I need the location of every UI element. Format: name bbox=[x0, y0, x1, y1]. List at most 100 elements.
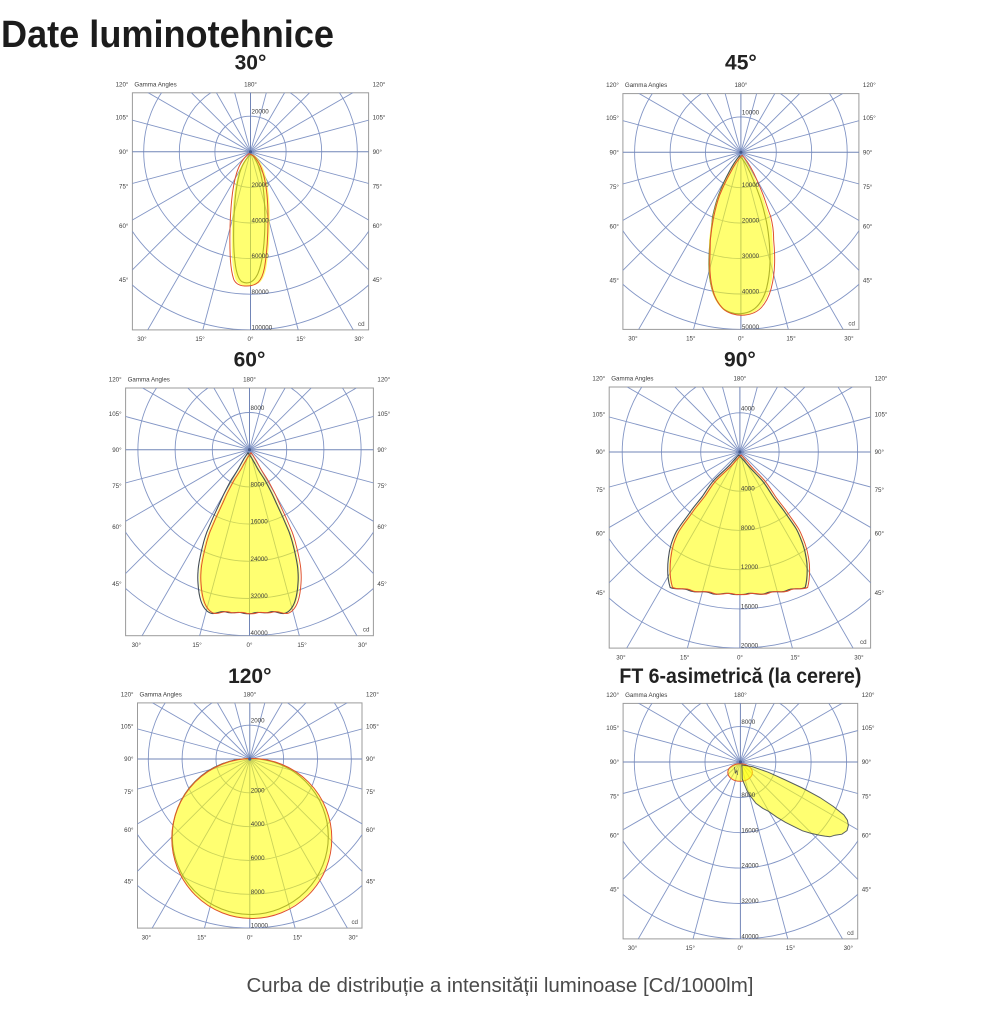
svg-text:FT 6-asimetrică (la cerere): FT 6-asimetrică (la cerere) bbox=[619, 665, 861, 688]
svg-text:45°: 45° bbox=[112, 581, 122, 588]
svg-text:15°: 15° bbox=[786, 336, 796, 343]
svg-text:90°: 90° bbox=[373, 149, 383, 156]
svg-text:75°: 75° bbox=[863, 184, 873, 191]
svg-text:60°: 60° bbox=[124, 827, 134, 834]
svg-text:60°: 60° bbox=[119, 223, 129, 230]
svg-text:Curba de distribuție a intensi: Curba de distribuție a intensității lumi… bbox=[247, 975, 754, 997]
svg-text:Gamma Angles: Gamma Angles bbox=[611, 376, 653, 383]
svg-text:120°: 120° bbox=[377, 377, 390, 384]
svg-text:180°: 180° bbox=[243, 377, 256, 384]
svg-text:105°: 105° bbox=[862, 725, 875, 732]
svg-text:90°: 90° bbox=[610, 759, 620, 766]
svg-text:cd: cd bbox=[847, 930, 854, 937]
svg-text:cd: cd bbox=[848, 320, 855, 327]
svg-text:120°: 120° bbox=[592, 376, 605, 383]
svg-text:60°: 60° bbox=[112, 524, 122, 531]
svg-text:30000: 30000 bbox=[742, 253, 760, 260]
svg-text:60000: 60000 bbox=[252, 253, 270, 260]
svg-text:30°: 30° bbox=[844, 945, 854, 952]
svg-text:cd: cd bbox=[351, 919, 358, 926]
svg-text:75°: 75° bbox=[875, 487, 885, 494]
svg-text:90°: 90° bbox=[596, 449, 606, 456]
svg-text:60°: 60° bbox=[863, 223, 873, 230]
svg-text:120°: 120° bbox=[863, 82, 876, 89]
svg-text:60°: 60° bbox=[610, 833, 620, 840]
svg-text:15°: 15° bbox=[195, 336, 205, 343]
svg-text:60°: 60° bbox=[596, 530, 606, 537]
svg-text:45°: 45° bbox=[119, 277, 129, 284]
svg-text:180°: 180° bbox=[243, 691, 256, 698]
svg-text:cd: cd bbox=[358, 321, 365, 328]
svg-text:60°: 60° bbox=[875, 530, 885, 537]
svg-text:120°: 120° bbox=[875, 376, 888, 383]
svg-text:32000: 32000 bbox=[741, 898, 759, 905]
svg-text:10000: 10000 bbox=[742, 182, 760, 189]
svg-text:40000: 40000 bbox=[252, 218, 270, 225]
svg-text:60°: 60° bbox=[366, 827, 376, 834]
svg-text:4000: 4000 bbox=[251, 821, 265, 828]
svg-text:0°: 0° bbox=[247, 934, 253, 941]
svg-text:105°: 105° bbox=[366, 723, 379, 730]
svg-text:15°: 15° bbox=[686, 945, 696, 952]
svg-text:30°: 30° bbox=[844, 336, 854, 343]
svg-text:60°: 60° bbox=[234, 349, 266, 372]
svg-text:0°: 0° bbox=[737, 654, 743, 661]
svg-text:15°: 15° bbox=[790, 654, 800, 661]
svg-text:0°: 0° bbox=[738, 336, 744, 343]
svg-text:40000: 40000 bbox=[741, 933, 759, 940]
svg-text:75°: 75° bbox=[377, 483, 387, 490]
svg-text:30°: 30° bbox=[235, 52, 267, 75]
svg-text:90°: 90° bbox=[366, 756, 376, 763]
svg-text:30°: 30° bbox=[358, 642, 368, 649]
svg-text:120°: 120° bbox=[366, 691, 379, 698]
svg-text:6000: 6000 bbox=[251, 855, 265, 862]
svg-text:120°: 120° bbox=[606, 692, 619, 699]
svg-text:45°: 45° bbox=[373, 277, 383, 284]
svg-text:75°: 75° bbox=[112, 483, 122, 490]
svg-text:30°: 30° bbox=[354, 336, 364, 343]
svg-text:8000: 8000 bbox=[741, 719, 755, 726]
svg-text:75°: 75° bbox=[610, 793, 620, 800]
svg-text:Gamma Angles: Gamma Angles bbox=[625, 692, 667, 699]
svg-text:100000: 100000 bbox=[252, 324, 273, 331]
svg-text:90°: 90° bbox=[377, 447, 387, 454]
svg-text:0°: 0° bbox=[247, 642, 253, 649]
svg-text:45°: 45° bbox=[610, 887, 620, 894]
svg-text:120°: 120° bbox=[116, 81, 129, 88]
svg-text:40000: 40000 bbox=[251, 630, 269, 637]
svg-text:15°: 15° bbox=[680, 654, 690, 661]
svg-text:105°: 105° bbox=[606, 115, 619, 122]
svg-text:2000: 2000 bbox=[251, 718, 265, 725]
svg-text:105°: 105° bbox=[863, 115, 876, 122]
svg-text:120°: 120° bbox=[606, 82, 619, 89]
svg-text:24000: 24000 bbox=[741, 863, 759, 870]
svg-text:40000: 40000 bbox=[742, 289, 760, 296]
svg-text:32000: 32000 bbox=[251, 593, 269, 600]
svg-text:30°: 30° bbox=[137, 336, 147, 343]
svg-text:4000: 4000 bbox=[741, 405, 755, 412]
svg-text:75°: 75° bbox=[119, 183, 129, 190]
svg-text:8000: 8000 bbox=[251, 481, 265, 488]
svg-text:90°: 90° bbox=[119, 149, 129, 156]
svg-text:105°: 105° bbox=[116, 115, 129, 122]
svg-text:120°: 120° bbox=[373, 81, 386, 88]
svg-text:20000: 20000 bbox=[742, 218, 760, 225]
svg-text:120°: 120° bbox=[228, 665, 271, 688]
svg-text:90°: 90° bbox=[112, 447, 122, 454]
svg-text:12000: 12000 bbox=[741, 564, 759, 571]
svg-text:90°: 90° bbox=[724, 349, 756, 372]
svg-text:75°: 75° bbox=[366, 789, 376, 796]
svg-text:8000: 8000 bbox=[251, 405, 265, 412]
svg-text:75°: 75° bbox=[596, 487, 606, 494]
svg-text:16000: 16000 bbox=[251, 519, 269, 526]
svg-text:80000: 80000 bbox=[252, 289, 270, 296]
svg-text:20000: 20000 bbox=[741, 643, 759, 650]
svg-text:75°: 75° bbox=[373, 183, 383, 190]
svg-text:24000: 24000 bbox=[251, 556, 269, 563]
svg-text:30°: 30° bbox=[628, 945, 638, 952]
svg-text:45°: 45° bbox=[366, 878, 376, 885]
svg-text:Gamma Angles: Gamma Angles bbox=[140, 691, 182, 698]
svg-text:16000: 16000 bbox=[741, 827, 759, 834]
svg-text:30°: 30° bbox=[854, 654, 864, 661]
svg-text:50000: 50000 bbox=[742, 324, 760, 331]
